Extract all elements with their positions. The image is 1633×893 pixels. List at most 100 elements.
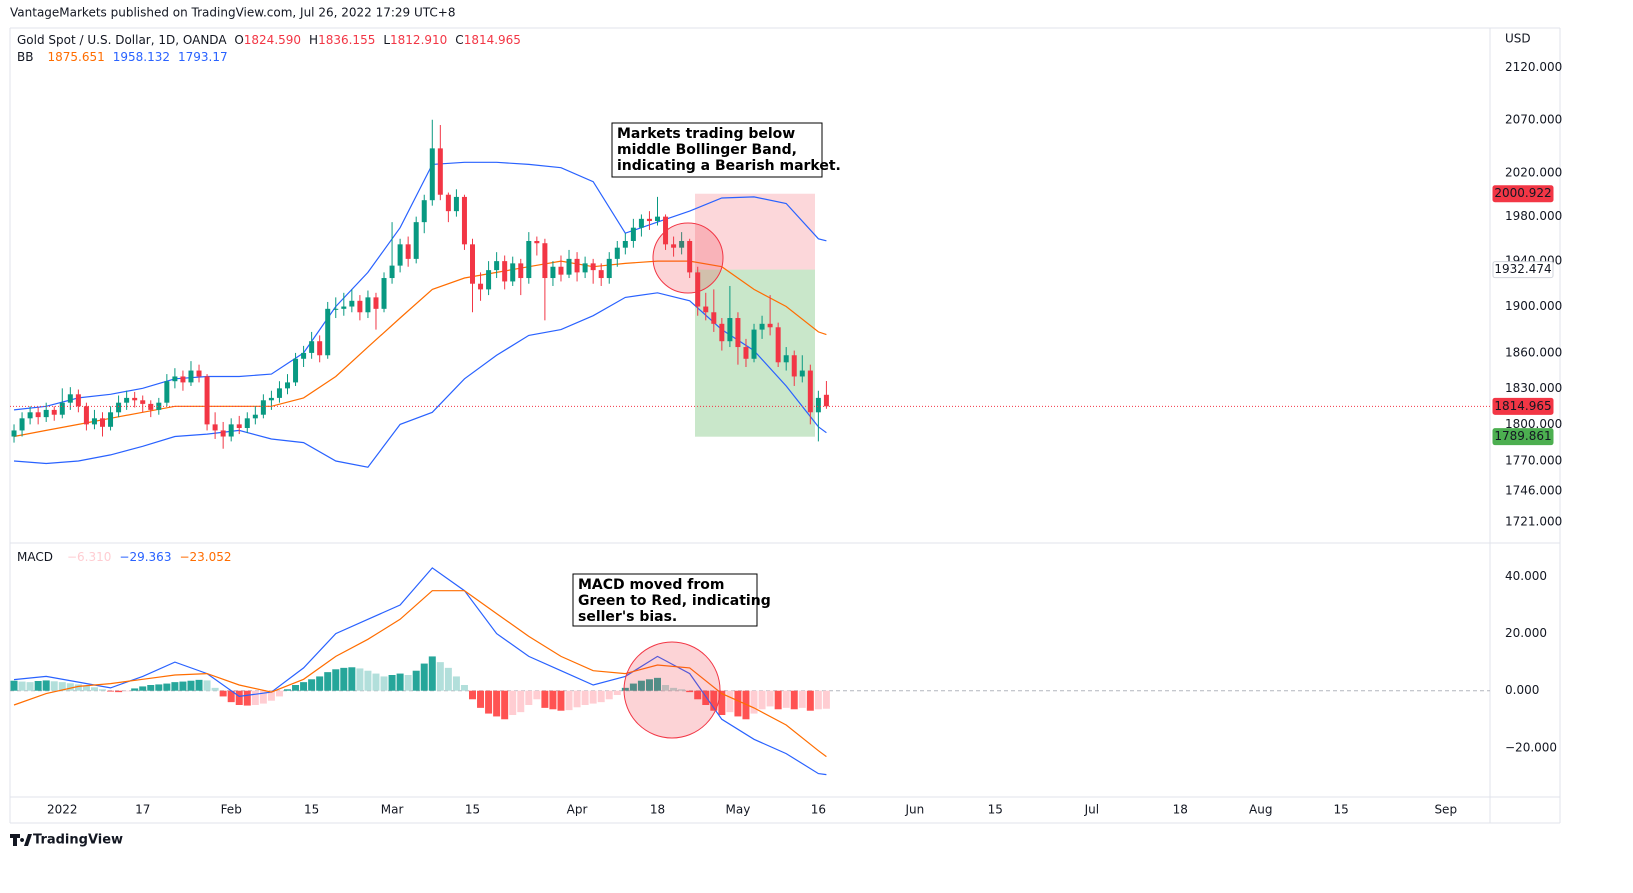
candle-body xyxy=(75,394,81,407)
entry-price-box xyxy=(1492,261,1554,279)
histogram-bar xyxy=(710,690,718,711)
candle-body xyxy=(558,266,564,275)
annotation-text: middle Bollinger Band, xyxy=(617,142,797,158)
histogram-bar xyxy=(123,690,131,692)
histogram-bar xyxy=(300,682,308,691)
histogram-bar xyxy=(58,682,66,691)
candle-body xyxy=(293,358,299,383)
candle-body xyxy=(172,376,178,382)
histogram-bar xyxy=(284,689,291,691)
ohlc-value: 1824.590 xyxy=(244,33,301,47)
histogram-bar xyxy=(10,680,18,691)
bb-legend: BB 1875.651 1958.132 1793.17 xyxy=(17,50,228,64)
candle-body xyxy=(470,244,475,284)
candle-body xyxy=(663,216,669,245)
candle-body xyxy=(252,414,258,419)
bb-name: BB xyxy=(17,50,33,64)
histogram-bar xyxy=(822,690,830,709)
last-price-box xyxy=(1492,397,1554,415)
annotation-box xyxy=(572,573,758,627)
histogram-bar xyxy=(388,675,396,691)
histogram-bar xyxy=(147,685,155,691)
candle-body xyxy=(373,297,379,309)
histogram-bar xyxy=(139,686,147,691)
histogram-bar xyxy=(436,662,444,691)
histogram-bar xyxy=(726,690,734,713)
ohlc-prefix: C xyxy=(455,33,463,47)
histogram-bar xyxy=(557,690,565,711)
currency: USD xyxy=(1505,32,1531,46)
candle-body xyxy=(381,278,387,309)
histogram-bar xyxy=(525,690,533,705)
histogram-bar xyxy=(509,690,517,715)
x-tick-label: Sep xyxy=(1434,803,1457,817)
candle-body xyxy=(655,216,660,222)
candle-body xyxy=(421,200,427,223)
x-tick-label: 15 xyxy=(304,803,319,817)
histogram-bar xyxy=(74,684,82,691)
x-tick-label: Jun xyxy=(905,803,925,817)
candle-body xyxy=(397,244,403,266)
highlight-circle xyxy=(652,222,724,294)
histogram-bar xyxy=(766,690,774,707)
candle-body xyxy=(518,263,524,279)
y-tick-label: 2020.000 xyxy=(1505,166,1562,180)
candle-body xyxy=(759,323,765,330)
candle-body xyxy=(590,263,596,271)
y-tick-label: 1800.000 xyxy=(1505,417,1562,431)
histogram-bar xyxy=(742,690,750,720)
candle-body xyxy=(301,352,307,359)
brand: TradingView xyxy=(33,833,123,848)
histogram-bar xyxy=(629,683,637,691)
symbol-title: Gold Spot / U.S. Dollar, 1D, OANDA xyxy=(17,33,227,47)
histogram-bar xyxy=(493,690,501,717)
candle-body xyxy=(188,370,194,383)
candle-body xyxy=(260,400,266,415)
candle-body xyxy=(574,258,580,273)
candle-body xyxy=(445,194,451,212)
x-tick-label: 15 xyxy=(465,803,480,817)
x-tick-label: Feb xyxy=(221,803,242,817)
candle-body xyxy=(719,323,725,342)
candle-body xyxy=(59,402,65,415)
histogram-bar xyxy=(155,684,163,691)
bb-line xyxy=(13,292,827,468)
histogram-bar xyxy=(645,679,653,691)
histogram-bar xyxy=(412,670,420,691)
histogram-bar xyxy=(605,690,613,700)
y-tick-label: 20.000 xyxy=(1505,626,1547,640)
annotation-text: MACD moved from xyxy=(578,577,724,593)
y-tick-label: 40.000 xyxy=(1505,569,1547,583)
ohlc-prefix: L xyxy=(383,33,390,47)
candle-body xyxy=(365,297,371,313)
annotation-text: Markets trading below xyxy=(617,126,795,142)
candle-body xyxy=(534,240,540,244)
candle-body xyxy=(212,424,218,431)
histogram-bar xyxy=(163,683,171,691)
histogram-bar xyxy=(66,683,74,691)
candle-body xyxy=(67,394,73,403)
histogram-bar xyxy=(292,685,300,691)
candle-body xyxy=(357,300,363,313)
histogram-bar xyxy=(565,690,573,711)
candle-body xyxy=(83,406,89,425)
candle-body xyxy=(526,240,532,279)
candle-body xyxy=(124,397,130,403)
histogram-bar xyxy=(372,673,380,691)
plot-area: 2120.0002070.0002020.0001980.0001940.000… xyxy=(10,60,1562,817)
y-tick-label: 0.000 xyxy=(1505,683,1539,697)
candle-body xyxy=(767,323,773,328)
histogram-bar xyxy=(203,680,211,691)
histogram-bar xyxy=(621,687,629,691)
histogram-bar xyxy=(380,676,388,691)
histogram-bar xyxy=(340,667,348,691)
candle-body xyxy=(743,347,749,359)
x-tick-label: May xyxy=(726,803,751,817)
candle-body xyxy=(775,327,781,363)
histogram-bar xyxy=(34,681,42,691)
histogram-bar xyxy=(798,690,806,708)
candle-body xyxy=(622,240,628,248)
candle-body xyxy=(268,397,274,401)
histogram-bar xyxy=(324,672,332,691)
histogram-bar xyxy=(637,680,645,691)
